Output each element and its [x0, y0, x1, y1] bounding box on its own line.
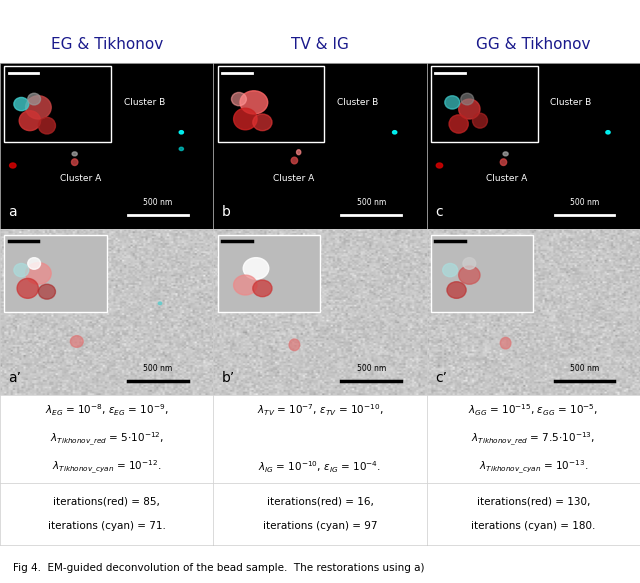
Text: Fig 4.  EM-guided deconvolution of the bead sample.  The restorations using a): Fig 4. EM-guided deconvolution of the be… [13, 563, 424, 574]
Bar [218, 66, 324, 142]
Ellipse shape [38, 285, 56, 299]
Ellipse shape [449, 115, 468, 133]
Bar [431, 66, 538, 142]
Circle shape [72, 152, 77, 156]
Ellipse shape [26, 262, 51, 285]
Ellipse shape [472, 113, 488, 128]
Text: Cluster A: Cluster A [60, 174, 101, 183]
Text: b: b [222, 205, 231, 219]
Text: $\lambda_{Tikhonov\_red}$ = 7.5$\cdot$10$^{-13}$,: $\lambda_{Tikhonov\_red}$ = 7.5$\cdot$10… [471, 430, 595, 447]
Ellipse shape [289, 339, 300, 350]
Ellipse shape [232, 93, 246, 106]
Text: iterations (cyan) = 97: iterations (cyan) = 97 [263, 521, 377, 532]
Text: iterations(red) = 16,: iterations(red) = 16, [267, 497, 373, 507]
Ellipse shape [243, 258, 269, 279]
Ellipse shape [447, 282, 466, 298]
Text: iterations(red) = 85,: iterations(red) = 85, [53, 497, 160, 507]
Text: 500 nm: 500 nm [570, 198, 599, 207]
Circle shape [606, 131, 610, 134]
Text: iterations (cyan) = 71.: iterations (cyan) = 71. [48, 521, 166, 532]
Text: iterations(red) = 130,: iterations(red) = 130, [477, 497, 590, 507]
Ellipse shape [14, 97, 29, 111]
Ellipse shape [296, 150, 301, 154]
Circle shape [10, 163, 16, 168]
Ellipse shape [443, 264, 458, 277]
Text: $\lambda_{Tikhonov\_red}$ = 5$\cdot$10$^{-12}$,: $\lambda_{Tikhonov\_red}$ = 5$\cdot$10$^… [49, 430, 164, 447]
Ellipse shape [26, 96, 51, 119]
Circle shape [158, 302, 162, 305]
Ellipse shape [72, 159, 78, 166]
Text: EG & Tikhonov: EG & Tikhonov [51, 37, 163, 52]
Text: c: c [435, 205, 443, 219]
Ellipse shape [19, 111, 40, 131]
Bar [218, 235, 320, 312]
Text: $\lambda_{GG}$ = 10$^{-15}$, $\varepsilon_{GG}$ = 10$^{-5}$,: $\lambda_{GG}$ = 10$^{-15}$, $\varepsilo… [468, 403, 598, 419]
Ellipse shape [500, 338, 511, 349]
Ellipse shape [461, 93, 474, 105]
Ellipse shape [291, 157, 298, 164]
Text: Cluster A: Cluster A [486, 174, 527, 183]
Ellipse shape [70, 336, 83, 347]
Ellipse shape [445, 96, 460, 109]
Ellipse shape [17, 279, 38, 298]
Text: 500 nm: 500 nm [570, 364, 599, 373]
Text: 500 nm: 500 nm [143, 198, 173, 207]
Circle shape [179, 147, 184, 150]
Bar [4, 235, 107, 312]
Ellipse shape [459, 99, 480, 119]
Ellipse shape [14, 264, 29, 277]
Text: 500 nm: 500 nm [143, 364, 173, 373]
Text: $\lambda_{Tikhonov\_cyan}$ = 10$^{-12}$.: $\lambda_{Tikhonov\_cyan}$ = 10$^{-12}$. [52, 458, 161, 476]
Ellipse shape [500, 159, 507, 166]
Ellipse shape [253, 280, 272, 297]
Circle shape [503, 152, 508, 156]
Text: a’: a’ [8, 371, 22, 385]
Text: Cluster B: Cluster B [550, 98, 591, 107]
Ellipse shape [28, 258, 40, 269]
Text: GG & Tikhonov: GG & Tikhonov [476, 37, 591, 52]
Ellipse shape [234, 108, 257, 130]
Text: $\lambda_{Tikhonov\_cyan}$ = 10$^{-13}$.: $\lambda_{Tikhonov\_cyan}$ = 10$^{-13}$. [479, 458, 588, 476]
Ellipse shape [38, 117, 56, 134]
Ellipse shape [234, 275, 257, 295]
Text: $\lambda_{EG}$ = 10$^{-8}$, $\varepsilon_{EG}$ = 10$^{-9}$,: $\lambda_{EG}$ = 10$^{-8}$, $\varepsilon… [45, 403, 168, 419]
Bar [431, 235, 533, 312]
Text: 500 nm: 500 nm [356, 198, 386, 207]
Bar [4, 66, 111, 142]
Text: Cluster A: Cluster A [273, 174, 314, 183]
Text: $\lambda_{IG}$ = 10$^{-10}$, $\varepsilon_{IG}$ = 10$^{-4}$.: $\lambda_{IG}$ = 10$^{-10}$, $\varepsilo… [259, 459, 381, 475]
Text: Cluster B: Cluster B [124, 98, 165, 107]
Text: TV & IG: TV & IG [291, 37, 349, 52]
Text: iterations (cyan) = 180.: iterations (cyan) = 180. [471, 521, 596, 532]
Ellipse shape [240, 91, 268, 114]
Circle shape [436, 163, 443, 168]
Text: $\lambda_{TV}$ = 10$^{-7}$, $\varepsilon_{TV}$ = 10$^{-10}$,: $\lambda_{TV}$ = 10$^{-7}$, $\varepsilon… [257, 403, 383, 419]
Text: c’: c’ [435, 371, 447, 385]
Text: a: a [8, 205, 17, 219]
Ellipse shape [459, 266, 480, 285]
Text: 500 nm: 500 nm [356, 364, 386, 373]
Ellipse shape [253, 114, 272, 131]
Text: b’: b’ [222, 371, 235, 385]
Circle shape [179, 131, 184, 134]
Ellipse shape [463, 258, 476, 269]
Circle shape [392, 131, 397, 134]
Text: Cluster B: Cluster B [337, 98, 378, 107]
Ellipse shape [28, 93, 40, 105]
